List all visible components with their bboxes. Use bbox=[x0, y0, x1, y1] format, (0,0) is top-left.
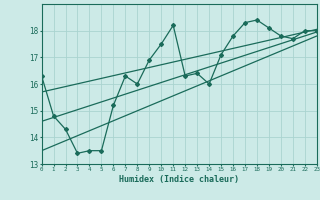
X-axis label: Humidex (Indice chaleur): Humidex (Indice chaleur) bbox=[119, 175, 239, 184]
